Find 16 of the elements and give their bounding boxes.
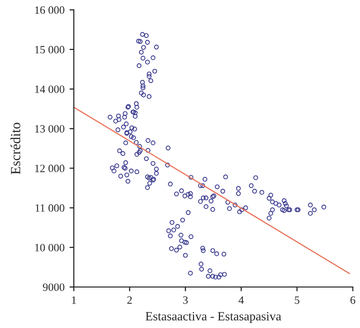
x-tick-label: 5 [294, 296, 300, 304]
y-tick-label: 11 000 [36, 204, 64, 212]
x-tick-label: 4 [238, 296, 244, 304]
x-tick-label: 6 [350, 296, 356, 304]
y-tick-label: 9000 [42, 283, 64, 291]
x-axis-title: Estasaactiva - Estasapasiva [146, 312, 282, 323]
y-tick-label: 14 000 [35, 85, 64, 93]
y-tick-label: 12 000 [35, 164, 64, 172]
x-tick-label: 2 [127, 296, 132, 304]
y-tick-label: 13 000 [35, 125, 64, 133]
y-tick-label: 10 000 [35, 244, 64, 252]
y-axis-title: Escrédito [10, 122, 20, 174]
x-tick-label: 1 [72, 296, 76, 304]
x-tick-label: 3 [183, 296, 188, 304]
y-tick-label: 16 000 [35, 6, 64, 14]
y-tick-label: 15 000 [35, 46, 64, 54]
